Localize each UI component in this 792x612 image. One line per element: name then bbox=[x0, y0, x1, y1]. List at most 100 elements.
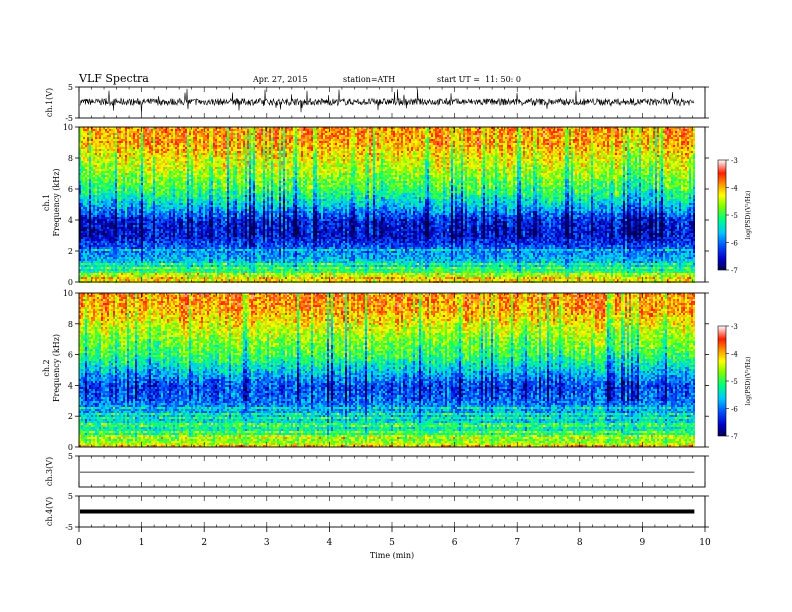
spectrogram-cell bbox=[615, 137, 617, 139]
spectrogram-cell bbox=[553, 135, 555, 137]
spectrogram-cell bbox=[637, 139, 639, 141]
spectrogram-cell bbox=[401, 129, 403, 131]
spectrogram-cell bbox=[425, 141, 427, 143]
spectrogram-cell bbox=[287, 141, 289, 143]
spectrogram-cell bbox=[161, 131, 163, 133]
spectrogram-cell bbox=[621, 137, 623, 139]
spectrogram-cell bbox=[495, 129, 497, 131]
spectrogram-cell bbox=[513, 131, 515, 133]
spectrogram-cell bbox=[429, 137, 431, 139]
spectrogram-cell bbox=[415, 131, 417, 133]
spectrogram-cell bbox=[485, 135, 487, 137]
spectrogram-cell bbox=[579, 139, 581, 141]
spectrogram-cell bbox=[103, 137, 105, 139]
spectrogram-cell bbox=[311, 133, 313, 135]
spectrogram-cell bbox=[347, 133, 349, 135]
spectrogram-cell bbox=[531, 141, 533, 143]
spectrogram-cell bbox=[171, 141, 173, 143]
spectrogram-cell bbox=[639, 139, 641, 141]
spectrogram-cell bbox=[269, 131, 271, 133]
spectrogram-cell bbox=[433, 139, 435, 141]
spectrogram-cell bbox=[281, 133, 283, 135]
spectrogram-cell bbox=[333, 133, 335, 135]
spectrogram-cell bbox=[257, 129, 259, 131]
spectrogram-cell bbox=[607, 141, 609, 143]
spectrogram-cell bbox=[287, 137, 289, 139]
spectrogram-cell bbox=[285, 129, 287, 131]
spectrogram-cell bbox=[319, 141, 321, 143]
spectrogram-cell bbox=[327, 141, 329, 143]
spectrogram-cell bbox=[561, 133, 563, 135]
spectrogram-cell bbox=[401, 133, 403, 135]
spectrogram-cell bbox=[693, 141, 695, 143]
spectrogram-cell bbox=[587, 137, 589, 139]
spectrogram-cell bbox=[235, 139, 237, 141]
spectrogram-cell bbox=[245, 131, 247, 133]
spectrogram-cell bbox=[499, 129, 501, 131]
spectrogram-cell bbox=[255, 129, 257, 131]
spectrogram-cell bbox=[259, 133, 261, 135]
spectrogram-cell bbox=[505, 135, 507, 137]
spectrogram-cell bbox=[221, 129, 223, 131]
spectrogram-cell bbox=[521, 131, 523, 133]
spectrogram-cell bbox=[689, 135, 691, 137]
spectrogram-cell bbox=[493, 135, 495, 137]
spectrogram-cell bbox=[367, 131, 369, 133]
spectrogram-cell bbox=[109, 135, 111, 137]
spectrogram-cell bbox=[351, 129, 353, 131]
spectrogram-cell bbox=[533, 141, 535, 143]
spectrogram-cell bbox=[231, 137, 233, 139]
spectrogram-cell bbox=[439, 133, 441, 135]
spectrogram-cell bbox=[677, 139, 679, 141]
spectrogram-cell bbox=[679, 137, 681, 139]
spectrogram-cell bbox=[611, 139, 613, 141]
spectrogram-cell bbox=[187, 133, 189, 135]
spectrogram-cell bbox=[401, 139, 403, 141]
spectrogram-cell bbox=[339, 141, 341, 143]
spectrogram-cell bbox=[219, 139, 221, 141]
spectrogram-cell bbox=[393, 129, 395, 131]
spectrogram-cell bbox=[147, 135, 149, 137]
spectrogram-cell bbox=[261, 131, 263, 133]
spectrogram-cell bbox=[537, 131, 539, 133]
spectrogram-cell bbox=[555, 133, 557, 135]
spectrogram-cell bbox=[543, 131, 545, 133]
spectrogram-cell bbox=[87, 129, 89, 131]
spectrogram-cell bbox=[267, 129, 269, 131]
spectrogram-cell bbox=[189, 131, 191, 133]
spectrogram-cell bbox=[227, 129, 229, 131]
spectrogram-cell bbox=[485, 129, 487, 131]
spectrogram-cell bbox=[669, 137, 671, 139]
spectrogram-cell bbox=[343, 137, 345, 139]
spectrogram-cell bbox=[329, 139, 331, 141]
spectrogram-cell bbox=[533, 139, 535, 141]
spectrogram-cell bbox=[609, 141, 611, 143]
spectrogram-cell bbox=[621, 131, 623, 133]
spectrogram-cell bbox=[271, 133, 273, 135]
spectrogram-cell bbox=[247, 141, 249, 143]
spectrogram-cell bbox=[361, 135, 363, 137]
spectrogram-cell bbox=[669, 141, 671, 143]
spectrogram-cell bbox=[551, 131, 553, 133]
spectrogram-cell bbox=[545, 129, 547, 131]
spectrogram-cell bbox=[655, 137, 657, 139]
spectrogram-cell bbox=[565, 139, 567, 141]
spectrogram-cell bbox=[315, 137, 317, 139]
spectrogram-cell bbox=[503, 141, 505, 143]
spectrogram-cell bbox=[663, 129, 665, 131]
spectrogram-cell bbox=[573, 135, 575, 137]
spectrogram-cell bbox=[205, 129, 207, 131]
spectrogram-cell bbox=[481, 141, 483, 143]
spectrogram-cell bbox=[215, 131, 217, 133]
spectrogram-cell bbox=[471, 129, 473, 131]
spectrogram-cell bbox=[197, 135, 199, 137]
spectrogram-cell bbox=[521, 135, 523, 137]
spectrogram-cell bbox=[355, 133, 357, 135]
spectrogram-cell bbox=[479, 129, 481, 131]
spectrogram-cell bbox=[223, 133, 225, 135]
spectrogram-cell bbox=[277, 133, 279, 135]
spectrogram-cell bbox=[301, 141, 303, 143]
spectrogram-cell bbox=[223, 141, 225, 143]
spectrogram-cell bbox=[481, 129, 483, 131]
spectrogram-cell bbox=[301, 131, 303, 133]
